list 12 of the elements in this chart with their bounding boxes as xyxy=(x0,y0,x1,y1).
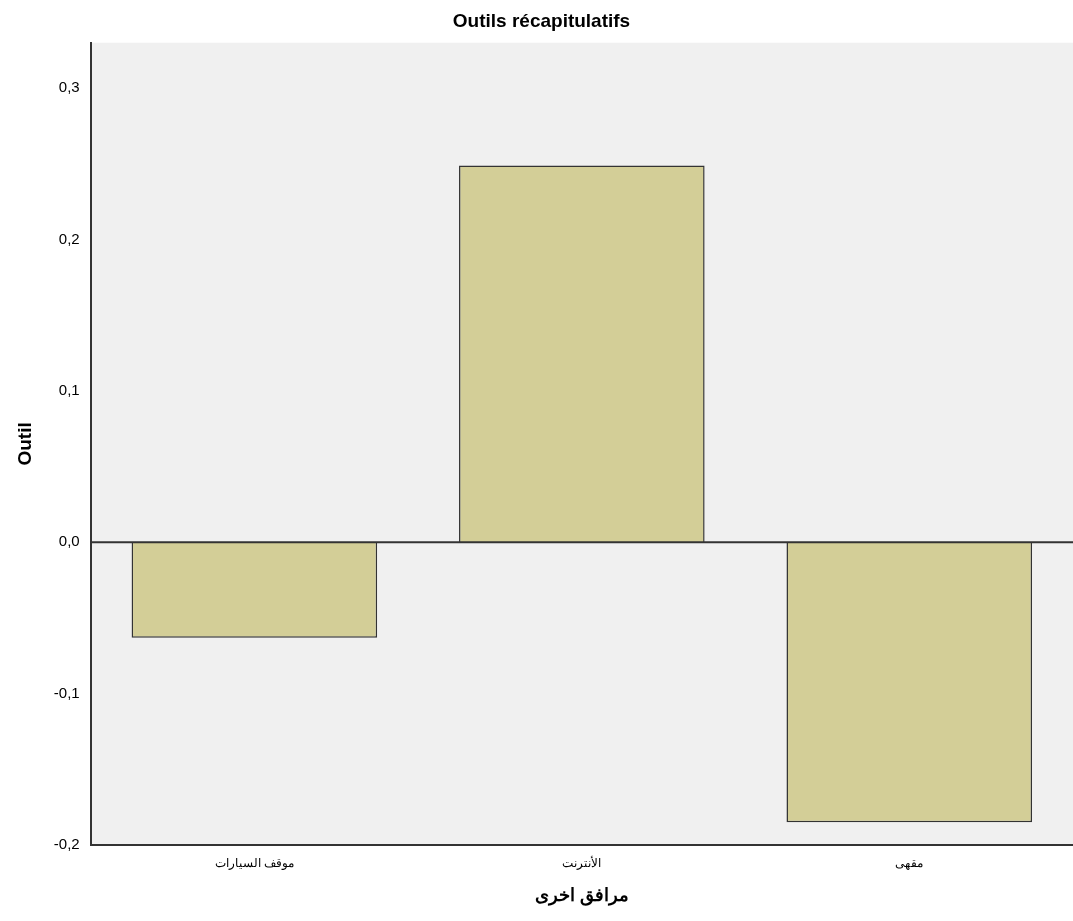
y-tick-label: 0,3 xyxy=(58,78,80,96)
x-tick-label: موقف السيارات xyxy=(214,855,295,870)
chart-title: Outils récapitulatifs xyxy=(452,9,631,31)
y-tick-label: 0,0 xyxy=(58,532,80,550)
y-tick-label: 0,2 xyxy=(58,229,80,247)
y-tick-label: -0,2 xyxy=(53,835,80,853)
y-tick-label: 0,1 xyxy=(58,381,80,399)
x-axis-title: مرافق اخرى xyxy=(534,885,629,907)
x-tick-label: الأنترنت xyxy=(562,854,602,870)
y-tick-label: -0,1 xyxy=(53,683,80,701)
y-axis-title: Outil xyxy=(13,422,35,466)
x-tick-label: مقهى xyxy=(895,855,924,870)
